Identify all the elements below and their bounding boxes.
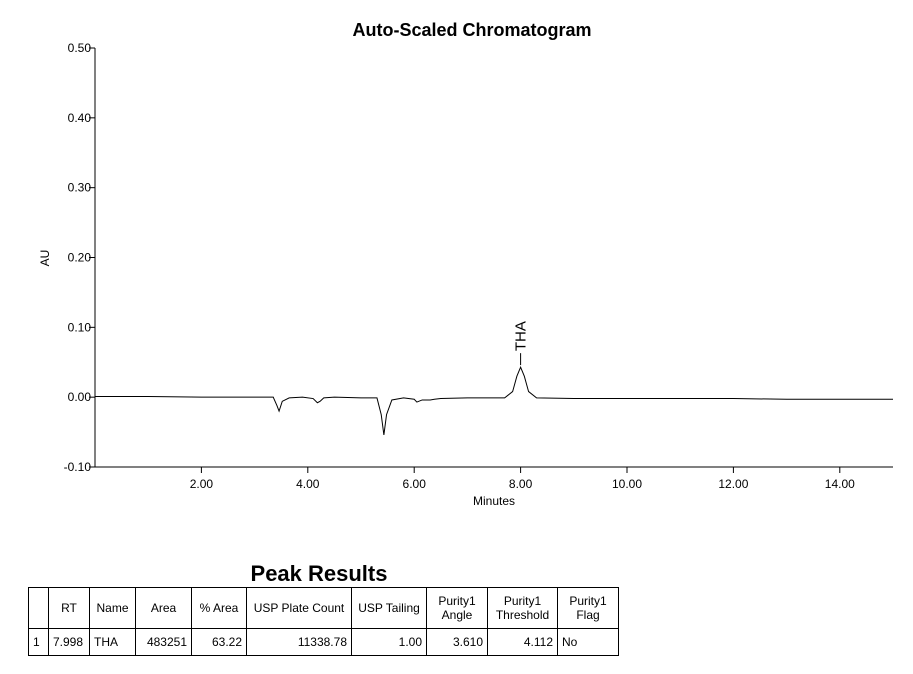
column-header: Purity1 Threshold bbox=[487, 587, 558, 629]
y-tick-label: -0.10 bbox=[64, 460, 92, 474]
column-header: % Area bbox=[191, 587, 247, 629]
table-cell: 63.22 bbox=[191, 628, 247, 656]
x-tick-label: 12.00 bbox=[718, 477, 748, 491]
blank-header bbox=[28, 587, 49, 629]
table-body: 1 7.998 THA 483251 63.22 11338.78 1.00 3.610 4.1… bbox=[28, 628, 619, 656]
column-header: RT bbox=[48, 587, 90, 629]
table-cell: 483251 bbox=[135, 628, 192, 656]
x-tick-label: 14.00 bbox=[825, 477, 855, 491]
y-tick-label: 0.00 bbox=[68, 390, 92, 404]
chart: Auto-Scaled Chromatogram Minutes AU -0.1… bbox=[38, 20, 893, 508]
header-row: RT Name Area% Area USP Plate Count USP Taili… bbox=[28, 587, 619, 629]
table-cell: 1 bbox=[28, 628, 49, 656]
x-tick-label: 6.00 bbox=[403, 477, 427, 491]
x-tick-label: 8.00 bbox=[509, 477, 533, 491]
y-tick-label: 0.20 bbox=[68, 251, 92, 265]
table-cell: 4.112 bbox=[487, 628, 558, 656]
table-row: 1 7.998 THA 483251 63.22 11338.78 1.00 3.610 4.1… bbox=[28, 628, 619, 656]
peak-label: THA bbox=[513, 321, 530, 351]
x-tick-label: 10.00 bbox=[612, 477, 642, 491]
table-cell: No bbox=[557, 628, 619, 656]
column-header: Purity1 Angle bbox=[426, 587, 488, 629]
chart-title: Auto-Scaled Chromatogram bbox=[352, 20, 591, 40]
column-header: USP Tailing bbox=[351, 587, 427, 629]
y-axis-label: AU bbox=[38, 250, 52, 267]
x-tick-label: 4.00 bbox=[296, 477, 320, 491]
y-tick-label: 0.40 bbox=[68, 111, 92, 125]
signal-line bbox=[95, 365, 893, 435]
table-cell: 3.610 bbox=[426, 628, 488, 656]
x-axis-label: Minutes bbox=[473, 494, 515, 508]
table-cell: 1.00 bbox=[351, 628, 427, 656]
table-title: Peak Results bbox=[250, 561, 388, 586]
table-cell: 7.998 bbox=[48, 628, 90, 656]
x-tick-label: 2.00 bbox=[190, 477, 214, 491]
y-tick-label: 0.30 bbox=[68, 181, 92, 195]
column-header: Purity1 Flag bbox=[557, 587, 619, 629]
y-tick-label: 0.50 bbox=[68, 41, 92, 55]
column-header: Area bbox=[135, 587, 192, 629]
table-cell: 11338.78 bbox=[246, 628, 352, 656]
column-header: USP Plate Count bbox=[246, 587, 352, 629]
table-cell: THA bbox=[89, 628, 136, 656]
peak-table: RT Name Area% Area USP Plate Count USP Taili… bbox=[28, 587, 619, 656]
y-tick-label: 0.10 bbox=[68, 320, 92, 334]
column-header: Name bbox=[89, 587, 136, 629]
